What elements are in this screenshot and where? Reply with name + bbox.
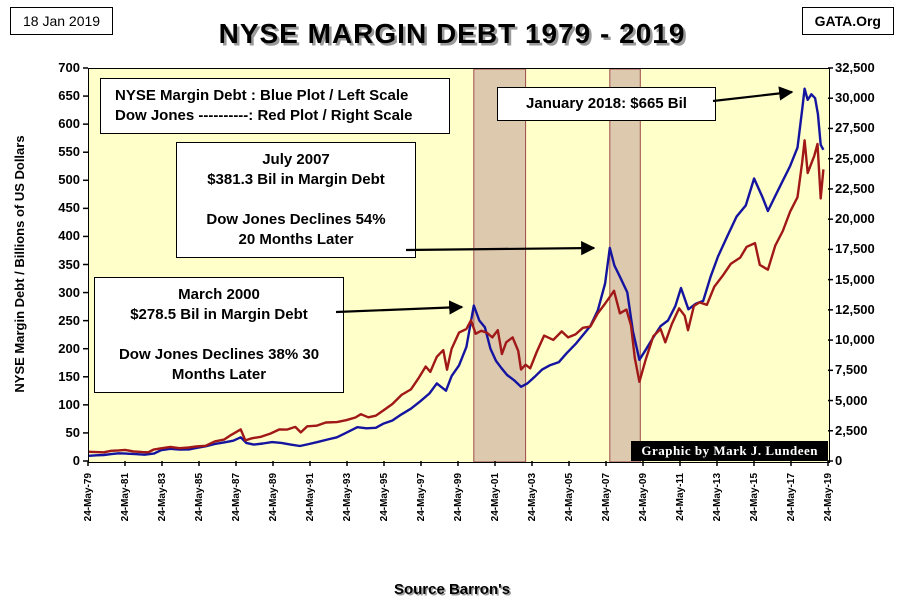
right-axis-tick-label: 0 (835, 453, 843, 468)
right-axis-tick-label: 5,000 (835, 392, 868, 408)
chart-title: NYSE MARGIN DEBT 1979 - 2019 (218, 18, 686, 49)
series-line-dow-jones (89, 139, 825, 454)
left-axis-tick-label: 100 (58, 396, 80, 412)
x-axis-tick-label: 24-May-09 (638, 473, 649, 522)
x-axis-tick-label: 24-May-87 (231, 473, 242, 522)
series-line-nyse-margin-debt (89, 87, 825, 457)
left-axis-tick-label: 350 (58, 256, 80, 272)
left-axis-tick-label: 550 (58, 144, 80, 160)
x-axis-tick-label: 24-May-91 (305, 473, 316, 522)
annotation-january-2018: January 2018: $665 Bil (497, 87, 716, 121)
x-axis-tick-label: 24-May-07 (601, 473, 612, 522)
x-axis-tick-label: 24-May-95 (379, 473, 390, 522)
legend-dow-jones: Dow Jones ----------: Red Plot / Right S… (115, 107, 413, 124)
source-note: Source Barron's (393, 581, 511, 598)
right-axis-tick-label: 2,500 (835, 422, 868, 438)
x-axis-tick-label: 24-May-93 (342, 473, 353, 522)
annotation-line: January 2018: $665 Bil (526, 95, 687, 112)
left-axis-title: NYSE Margin Debt / Billions of US Dollar… (12, 135, 27, 393)
annotation-line: $381.3 Bil in Margin Debt (207, 171, 385, 188)
right-axis-tick-label: 25,000 (835, 150, 875, 166)
date-box: 18 Jan 2019 (10, 7, 114, 35)
left-axis-tick-label: 200 (58, 340, 80, 356)
right-axis-tick-label: 17,500 (835, 241, 875, 257)
right-axis-tick-label: 7,500 (835, 362, 868, 378)
x-axis-tick-label: 24-May-85 (194, 473, 205, 522)
right-axis-tick-label: 15,000 (835, 271, 875, 287)
right-axis-tick-label: 30,000 (835, 90, 875, 106)
right-axis-tick-label: 32,500 (835, 60, 875, 75)
right-axis-tick-label: 22,500 (835, 180, 875, 196)
left-axis-tick-label: 700 (58, 60, 80, 75)
left-axis-tick-label: 300 (58, 284, 80, 300)
x-axis-tick-label: 24-May-83 (157, 473, 168, 522)
legend-margin-debt: NYSE Margin Debt : Blue Plot / Left Scal… (115, 87, 409, 104)
x-axis-tick-label: 24-May-13 (712, 473, 723, 522)
site-box: GATA.Org (801, 7, 894, 35)
x-axis-tick-label: 24-May-79 (83, 473, 94, 522)
annotation-line: Dow Jones Declines 38% 30 (118, 346, 320, 363)
left-axis-tick-label: 50 (65, 424, 80, 440)
left-axis-tick-label: 400 (58, 228, 80, 244)
right-axis-tick-label: 27,500 (835, 120, 875, 136)
decline-band (473, 69, 527, 462)
left-axis-tick-label: 600 (58, 116, 80, 132)
legend-box: NYSE Margin Debt : Blue Plot / Left Scal… (100, 78, 450, 134)
x-axis-tick-label: 24-May-03 (527, 473, 538, 522)
right-axis-tick-label: 20,000 (835, 211, 875, 227)
credit-box: Graphic by Mark J. Lundeen (631, 441, 828, 461)
x-axis-tick-label: 24-May-81 (120, 473, 131, 522)
annotation-line: 20 Months Later (238, 231, 354, 248)
x-axis-tick-label: 24-May-89 (268, 473, 279, 522)
annotation-line (182, 190, 410, 210)
annotation-line: July 2007 (262, 151, 330, 168)
left-axis-tick-label: 650 (58, 88, 80, 104)
left-axis-tick-label: 0 (72, 453, 80, 468)
right-axis-tick-label: 12,500 (835, 301, 875, 317)
annotation-line: $278.5 Bil in Margin Debt (130, 306, 308, 323)
site-label: GATA.Org (814, 13, 881, 29)
x-axis-tick-label: 24-May-97 (416, 473, 427, 522)
x-axis-tick-label: 24-May-11 (675, 473, 686, 521)
left-axis-tick-label: 250 (58, 312, 80, 328)
x-axis-tick-label: 24-May-19 (823, 473, 834, 522)
x-axis-tick-label: 24-May-01 (490, 473, 501, 522)
left-axis-tick-label: 150 (58, 368, 80, 384)
annotation-line: Dow Jones Declines 54% (206, 211, 386, 228)
x-axis-tick-label: 24-May-17 (786, 473, 797, 522)
x-axis-tick-label: 24-May-05 (564, 473, 575, 522)
annotation-line (100, 325, 338, 345)
annotation-line: March 2000 (178, 286, 260, 303)
right-axis-tick-label: 10,000 (835, 332, 875, 348)
x-axis-tick-label: 24-May-15 (749, 473, 760, 522)
annotation-july-2007: July 2007 $381.3 Bil in Margin Debt Dow … (176, 142, 416, 258)
annotation-march-2000: March 2000 $278.5 Bil in Margin Debt Dow… (94, 277, 344, 393)
x-axis-tick-label: 24-May-99 (453, 473, 464, 522)
date-label: 18 Jan 2019 (23, 13, 101, 29)
chart-canvas (89, 69, 825, 462)
left-axis-tick-label: 500 (58, 172, 80, 188)
left-axis-tick-label: 450 (58, 200, 80, 216)
annotation-line: Months Later (171, 366, 267, 383)
